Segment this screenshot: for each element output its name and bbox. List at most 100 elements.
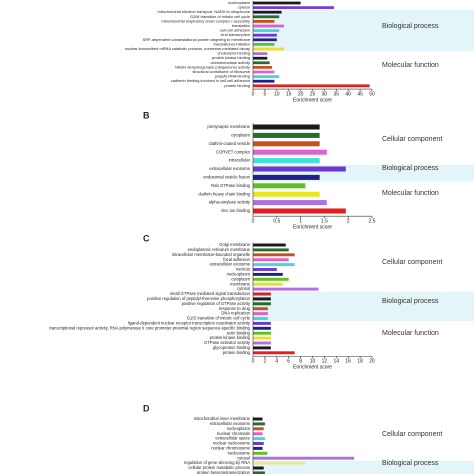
- category-label: cytosol: [238, 5, 250, 10]
- group-label: Cellular component: [382, 259, 443, 267]
- category-label: GTPase activator activity: [204, 340, 251, 345]
- category-label: protein binding: [223, 350, 251, 355]
- bar: [253, 174, 320, 180]
- bar: [253, 442, 264, 445]
- bar: [253, 277, 289, 281]
- x-tick-label: 2.5: [369, 219, 376, 225]
- bar: [253, 243, 286, 247]
- bar: [253, 297, 271, 301]
- bar: [253, 56, 268, 60]
- category-label: nucleoplasm: [228, 0, 250, 5]
- category-label: presynaptic membrane: [207, 124, 250, 129]
- bar: [253, 29, 280, 32]
- bar: [253, 47, 284, 51]
- category-label: response to drug: [219, 306, 251, 311]
- category-label: cytosol: [237, 286, 250, 291]
- category-label: Rab GTPase binding: [211, 183, 251, 188]
- category-label: cytosol: [237, 455, 250, 460]
- bar: [253, 432, 263, 436]
- bar: [253, 331, 271, 335]
- group-label: Cellular component: [382, 430, 443, 438]
- category-label: DNA replication: [221, 311, 250, 316]
- bar: [253, 417, 263, 421]
- x-tick-label: 10: [310, 359, 316, 365]
- group-label: Biological process: [382, 298, 439, 306]
- category-label: SRP-dependent cotranslational protein ta…: [143, 37, 251, 42]
- x-tick-label: 0: [252, 359, 255, 365]
- x-tick-label: 40: [345, 91, 351, 97]
- category-label: nuclear chromatin: [217, 431, 251, 436]
- category-label: cell-cell adhesion: [220, 28, 250, 33]
- category-label: protein binding: [224, 83, 250, 88]
- bar: [253, 61, 270, 65]
- bar: [253, 351, 295, 355]
- x-tick-label: 14: [334, 359, 340, 365]
- panel-label: D: [143, 403, 150, 413]
- x-tick-label: 18: [357, 359, 363, 365]
- x-tick-label: 2: [347, 219, 350, 225]
- x-tick-label: 4: [275, 359, 278, 365]
- category-label: nucleoplasm: [227, 426, 251, 431]
- category-label: structural constituent of ribosome: [192, 69, 250, 74]
- bar: [253, 346, 271, 350]
- group-label: Biological process: [382, 22, 439, 30]
- category-label: G1/S transition of mitotic cell cycle: [187, 316, 251, 321]
- x-tick-label: 1: [299, 219, 302, 225]
- category-label: nucleoplasm: [227, 271, 251, 276]
- bar: [253, 141, 320, 147]
- category-label: CORVET complex: [216, 149, 251, 154]
- category-label: cytoplasm: [231, 276, 250, 281]
- bar: [253, 336, 271, 340]
- x-tick-label: 20: [298, 91, 304, 97]
- category-label: nucleosome: [228, 450, 251, 455]
- x-axis-title: Enrichment score: [293, 365, 332, 371]
- group-label: Molecular function: [382, 61, 439, 69]
- bar: [253, 446, 263, 450]
- category-label: mitochondrial electron transport, NADH t…: [158, 9, 251, 14]
- category-label: Golgi membrane: [219, 242, 250, 247]
- bar: [253, 341, 271, 345]
- category-label: endoplasmic reticulum membrane: [188, 247, 251, 252]
- group-background: [253, 291, 474, 321]
- category-label: glycoprotein binding: [213, 345, 251, 350]
- bar: [253, 437, 265, 441]
- bar: [253, 132, 320, 138]
- bar: [253, 282, 283, 286]
- category-label: protein kinase binding: [210, 335, 251, 340]
- x-tick-label: 8: [299, 359, 302, 365]
- category-label: oxidoreductase activity: [210, 60, 250, 65]
- group-background: [253, 460, 474, 474]
- category-label: NADH dehydrogenase (ubiquinone) activity: [175, 64, 250, 69]
- category-label: cadherin binding involved in cell-cell a…: [171, 78, 250, 83]
- x-tick-label: 1.5: [321, 219, 328, 225]
- x-axis-title: Enrichment score: [293, 225, 332, 231]
- bar: [253, 263, 295, 267]
- group-label: Molecular function: [382, 330, 439, 338]
- category-label: transcriptional repressor activity, RNA …: [49, 325, 250, 330]
- category-label: mitochondrial respiratory chain complex …: [161, 18, 250, 23]
- x-tick-label: 35: [334, 91, 340, 97]
- x-tick-label: 10: [274, 91, 280, 97]
- category-label: cholesterol binding: [217, 51, 250, 56]
- bar: [253, 268, 277, 271]
- x-tick-label: 16: [345, 359, 351, 365]
- bar: [253, 312, 268, 316]
- bar: [253, 24, 284, 28]
- category-label: extracellular exosome: [209, 166, 250, 171]
- category-label: poly(A) RNA binding: [215, 74, 250, 79]
- category-label: nuclear-transcribed mRNA catabolic proce…: [125, 46, 250, 51]
- bar: [253, 75, 280, 78]
- category-label: zinc ion binding: [221, 208, 251, 213]
- bar: [253, 307, 268, 311]
- bar: [253, 326, 271, 330]
- category-label: actin binding: [227, 330, 251, 335]
- bar: [253, 466, 264, 470]
- x-tick-label: 0: [252, 219, 255, 225]
- category-label: extracellular exosome: [210, 262, 251, 267]
- x-tick-label: 0.5: [273, 219, 280, 225]
- x-tick-label: 12: [322, 359, 328, 365]
- category-label: membrane: [230, 281, 251, 286]
- bar: [253, 38, 277, 42]
